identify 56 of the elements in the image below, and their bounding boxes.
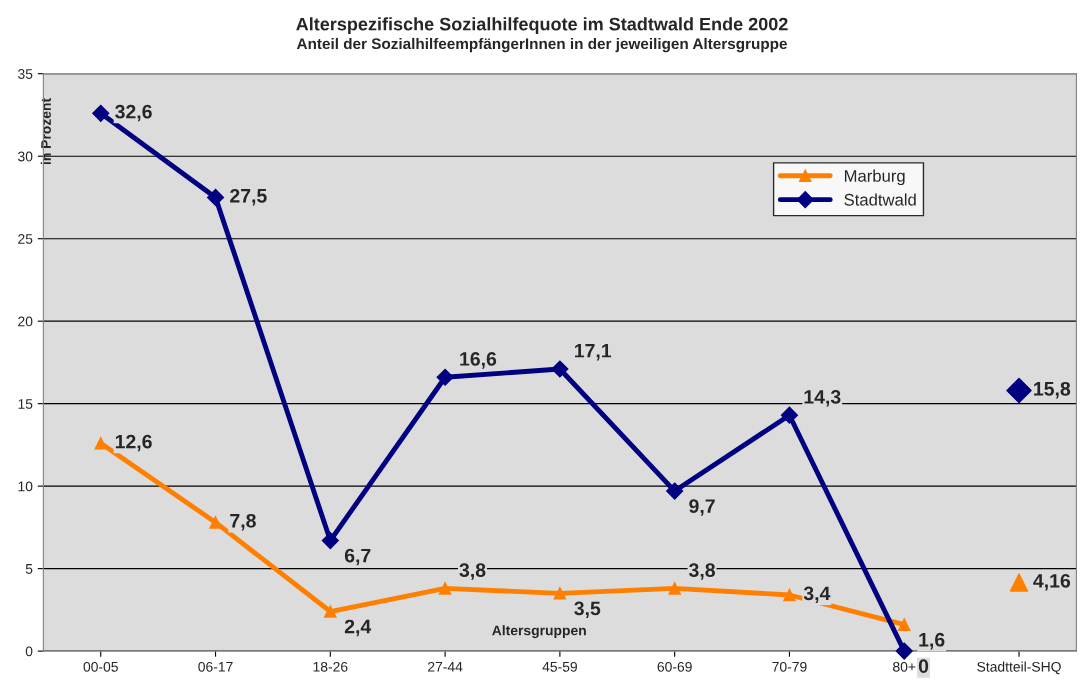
point <box>436 368 454 386</box>
data-label: 27,5 <box>230 188 267 206</box>
x-tick-label: 27-44 <box>428 661 463 672</box>
y-tick-label: 20 <box>18 316 33 327</box>
point <box>551 360 569 378</box>
data-label: 2,4 <box>344 619 372 637</box>
chart-title: Alterspezifische Sozialhilfequote im Stadtwald Ende 2002 <box>296 17 788 35</box>
point <box>668 582 681 595</box>
data-label: 16,6 <box>460 352 497 369</box>
data-label: 0 <box>918 659 929 673</box>
y-tick-label: 10 <box>18 481 33 492</box>
x-tick-label: Stadtteil-SHQ <box>977 661 1061 675</box>
data-label: 17,1 <box>575 344 612 361</box>
data-label: 15,8 <box>1034 381 1071 399</box>
data-label: 1,6 <box>919 632 945 650</box>
x-tick-label: 18-26 <box>313 661 348 672</box>
y-axis-title: in Prozent <box>40 98 51 165</box>
point <box>666 482 684 500</box>
y-tick-label: 0 <box>25 646 33 657</box>
x-axis-title: Altersgruppen <box>492 625 586 639</box>
data-label: 3,4 <box>803 586 831 604</box>
data-label: 3,5 <box>574 601 601 619</box>
x-tick-label: 06-17 <box>198 661 233 672</box>
point <box>321 532 339 550</box>
y-tick-label: 30 <box>18 151 33 162</box>
x-tick-label: 45-59 <box>542 661 577 672</box>
point <box>206 188 225 206</box>
data-label: 4,16 <box>1033 573 1071 591</box>
data-label: 6,7 <box>344 548 371 566</box>
data-label: 3,8 <box>459 563 486 580</box>
point <box>895 642 913 660</box>
legend-label: Marburg <box>844 169 905 186</box>
x-tick-label: 70-79 <box>772 661 807 672</box>
y-tick-label: 5 <box>25 564 33 574</box>
x-tick-label: 60-69 <box>657 661 692 672</box>
data-label: 14,3 <box>804 389 841 407</box>
chart-subtitle: Anteil der SozialhilfeempfängerInnen in der jeweiligen Altersgruppe <box>296 37 787 53</box>
point <box>553 587 567 600</box>
point <box>780 406 799 424</box>
y-tick-label: 15 <box>18 399 33 409</box>
y-tick-label: 35 <box>18 69 33 79</box>
point <box>324 605 337 618</box>
y-tick-label: 25 <box>18 234 33 244</box>
point <box>897 618 911 631</box>
point <box>438 582 452 595</box>
data-label: 7,8 <box>230 513 256 531</box>
x-tick-label: 00-05 <box>83 661 118 672</box>
data-label: 9,7 <box>689 499 715 516</box>
point <box>783 588 796 602</box>
point <box>94 436 108 450</box>
point <box>92 104 110 122</box>
x-tick-label: 80+ <box>893 661 916 672</box>
legend-label: Stadtwald <box>844 193 916 206</box>
data-label: 32,6 <box>115 104 152 122</box>
data-label: 3,8 <box>689 563 715 580</box>
data-label: 12,6 <box>115 434 152 452</box>
